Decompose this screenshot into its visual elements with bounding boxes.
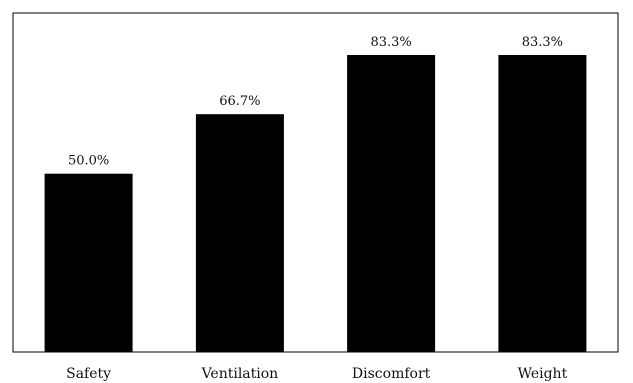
bar-weight	[498, 55, 587, 352]
data-label-safety: 50.0%	[68, 154, 109, 169]
category-label-discomfort: Discomfort	[352, 366, 431, 382]
bar-ventilation	[195, 114, 284, 352]
category-labels-group: Safety Ventilation Discomfort Weight	[66, 366, 567, 382]
category-label-safety: Safety	[66, 366, 111, 382]
bar-safety	[44, 173, 133, 352]
data-label-discomfort: 83.3%	[370, 35, 411, 50]
category-label-ventilation: Ventilation	[201, 366, 279, 382]
data-labels-group: 50.0% 66.7% 83.3% 83.3%	[68, 35, 563, 169]
data-label-weight: 83.3%	[522, 35, 563, 50]
bar-discomfort	[347, 55, 436, 352]
bars-group	[44, 55, 587, 352]
category-label-weight: Weight	[518, 366, 568, 382]
data-label-ventilation: 66.7%	[219, 94, 260, 109]
